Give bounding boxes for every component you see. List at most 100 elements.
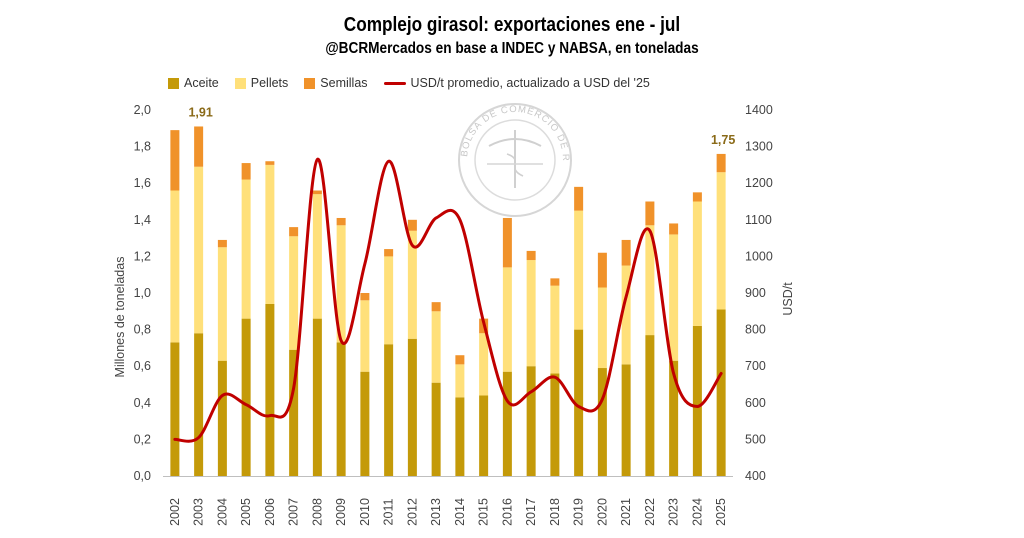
bar-aceite-2016 [502, 371, 512, 476]
bar-semillas-2019 [574, 186, 584, 211]
bar-pellets-2022 [645, 225, 655, 336]
y2-tick-label: 1200 [745, 176, 773, 190]
bar-aceite-2002 [170, 342, 180, 476]
x-tick-label-2012: 2012 [405, 498, 419, 526]
data-labels-group: 1,91 1,75 [188, 105, 735, 146]
axes-group: 0,0 0,2 0,4 0,6 0,8 1,0 1,2 1,4 1,6 1,8 2,0 400 500 6… [113, 103, 795, 526]
legend-item-usd-line: USD/t promedio, actualizado a USD del '2… [383, 76, 650, 90]
bar-aceite-2021 [621, 364, 631, 476]
bar-semillas-2012 [407, 219, 417, 231]
y2-tick-label: 1000 [745, 249, 773, 263]
x-tick-label-2014: 2014 [453, 498, 467, 526]
watermark-wings [488, 138, 542, 147]
x-tick-label-2024: 2024 [690, 498, 704, 526]
bar-semillas-2006 [265, 161, 275, 165]
bar-semillas-2016 [502, 217, 512, 268]
y2-tick-label: 800 [745, 323, 766, 337]
bar-aceite-2006 [265, 303, 275, 476]
x-tick-label-2016: 2016 [500, 498, 514, 526]
y-tick-label: 0,4 [134, 396, 151, 410]
bar-pellets-2010 [360, 300, 370, 372]
bar-semillas-2002 [170, 130, 180, 191]
watermark-text-path: BOLSA DE COMERCIO DE ROSARIO [0, 0, 570, 162]
bar-pellets-2014 [455, 364, 465, 398]
x-tick-label-2003: 2003 [192, 498, 206, 526]
bar-pellets-2020 [597, 287, 607, 369]
watermark-seal: BOLSA DE COMERCIO DE ROSARIO [0, 0, 572, 217]
y-tick-label: 0,2 [134, 432, 151, 446]
x-tick-label-2005: 2005 [239, 498, 253, 526]
bars-group [170, 126, 726, 476]
y2-tick-label: 1400 [745, 103, 773, 117]
legend-label-aceite: Aceite [184, 76, 219, 90]
x-tick-label-2002: 2002 [168, 498, 182, 526]
legend-item-semillas: Semillas [304, 76, 368, 90]
data-label-2003: 1,91 [188, 105, 212, 119]
bar-semillas-2021 [621, 239, 631, 266]
bar-pellets-2006 [265, 164, 275, 304]
bar-semillas-2024 [692, 192, 702, 202]
y2-tick-label: 700 [745, 359, 766, 373]
watermark-inner-ring [474, 119, 556, 201]
legend-swatch-pellets [234, 77, 246, 89]
y2-tick-label: 1300 [745, 140, 773, 154]
y-tick-label: 1,0 [134, 286, 151, 300]
bar-semillas-2025 [716, 153, 726, 173]
bar-aceite-2005 [241, 318, 251, 476]
bar-semillas-2008 [312, 190, 322, 195]
x-tick-label-2023: 2023 [667, 498, 681, 526]
bar-aceite-2011 [384, 344, 394, 476]
x-tick-label-2018: 2018 [548, 498, 562, 526]
bar-pellets-2003 [194, 166, 204, 334]
bar-pellets-2007 [289, 236, 299, 350]
price-line-group [173, 157, 723, 443]
bar-aceite-2020 [597, 368, 607, 476]
bar-semillas-2018 [550, 278, 560, 286]
bar-semillas-2005 [241, 163, 251, 180]
bar-semillas-2010 [360, 293, 370, 301]
bar-pellets-2005 [241, 179, 251, 319]
y2-axis-title: USD/t [781, 282, 795, 316]
bar-pellets-2013 [431, 311, 441, 383]
usd-price-line [173, 157, 723, 443]
bar-semillas-2017 [526, 250, 536, 261]
bar-pellets-2016 [502, 267, 512, 372]
y2-tick-label: 600 [745, 396, 766, 410]
y2-tick-label: 900 [745, 286, 766, 300]
y-tick-label: 0,8 [134, 323, 151, 337]
bar-aceite-2018 [550, 373, 560, 476]
bar-pellets-2009 [336, 225, 346, 343]
bar-pellets-2024 [692, 201, 702, 326]
x-tick-label-2025: 2025 [714, 498, 728, 526]
bar-pellets-2004 [217, 247, 227, 361]
bar-semillas-2013 [431, 302, 441, 312]
bar-aceite-2023 [669, 360, 679, 476]
bar-pellets-2012 [407, 230, 417, 339]
bar-pellets-2025 [716, 172, 726, 310]
bar-aceite-2013 [431, 382, 441, 476]
bar-pellets-2021 [621, 265, 631, 365]
legend-swatch-aceite [168, 77, 179, 89]
bar-aceite-2015 [479, 395, 489, 476]
bar-aceite-2022 [645, 335, 655, 476]
bar-semillas-2004 [217, 239, 227, 248]
watermark-outer-ring [458, 103, 572, 217]
bar-pellets-2018 [550, 285, 560, 374]
x-tick-label-2007: 2007 [287, 498, 301, 526]
bar-semillas-2003 [194, 126, 204, 167]
y-tick-label: 1,4 [134, 213, 151, 227]
bar-semillas-2011 [384, 249, 394, 257]
bar-pellets-2002 [170, 190, 180, 343]
y-tick-label: 1,2 [134, 249, 151, 263]
bar-semillas-2014 [455, 355, 465, 365]
bar-aceite-2012 [407, 338, 417, 476]
bar-pellets-2008 [312, 194, 322, 319]
bar-aceite-2024 [692, 325, 702, 476]
x-tick-label-2013: 2013 [429, 498, 443, 526]
legend-item-aceite: Aceite [168, 76, 219, 90]
bar-aceite-2017 [526, 366, 536, 476]
y2-tick-label: 400 [745, 469, 766, 483]
y-tick-label: 1,8 [134, 140, 151, 154]
x-tick-label-2015: 2015 [477, 498, 491, 526]
